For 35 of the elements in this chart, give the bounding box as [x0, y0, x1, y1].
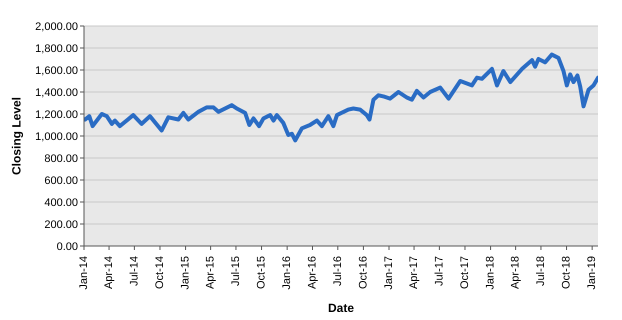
x-tick-label: Jul-17	[433, 256, 446, 286]
x-tick-label: Jan-18	[484, 256, 497, 290]
y-tick-label: 1,600.00	[35, 64, 78, 77]
x-tick-label: Jan-19	[586, 256, 598, 290]
y-tick-label: 600.00	[44, 174, 78, 187]
x-tick-label: Jul-16	[332, 256, 344, 286]
x-tick-label: Apr-14	[103, 256, 116, 290]
y-tick-label: 1,000.00	[35, 130, 78, 143]
x-tick-label: Oct-18	[560, 256, 573, 290]
y-axis-title: Closing Level	[9, 96, 24, 176]
y-tick-label: 800.00	[44, 152, 78, 165]
x-axis-title: Date	[328, 301, 354, 315]
y-tick-label: 2,000.00	[35, 20, 78, 33]
x-tick-label: Apr-18	[510, 256, 522, 290]
x-tick-label: Apr-17	[408, 256, 420, 290]
x-tick-label: Apr-16	[306, 256, 318, 290]
x-tick-label: Oct-17	[458, 256, 471, 290]
y-tick-label: 1,400.00	[35, 86, 78, 99]
y-tick-label: 1,800.00	[35, 42, 78, 55]
line-series	[84, 52, 598, 142]
x-tick-label: Oct-16	[357, 256, 370, 290]
x-tick-label: Oct-15	[256, 256, 268, 290]
x-tick-label: Jan-16	[281, 256, 294, 290]
x-tick-label: Jul-15	[230, 256, 242, 286]
x-tick-label: Apr-15	[204, 256, 217, 290]
x-tick-label: Jul-14	[128, 256, 140, 286]
y-tick-label: 200.00	[44, 218, 78, 231]
x-tick-label: Oct-14	[154, 256, 166, 290]
x-tick-label: Jan-17	[383, 256, 396, 290]
y-tick-label: 0.00	[56, 240, 78, 253]
x-tick-label: Jul-18	[534, 256, 547, 286]
x-tick-label: Jan-14	[78, 256, 90, 290]
y-tick-label: 400.00	[44, 196, 78, 209]
x-tick-label: Jan-15	[180, 256, 192, 290]
y-tick-label: 1,200.00	[35, 108, 78, 121]
